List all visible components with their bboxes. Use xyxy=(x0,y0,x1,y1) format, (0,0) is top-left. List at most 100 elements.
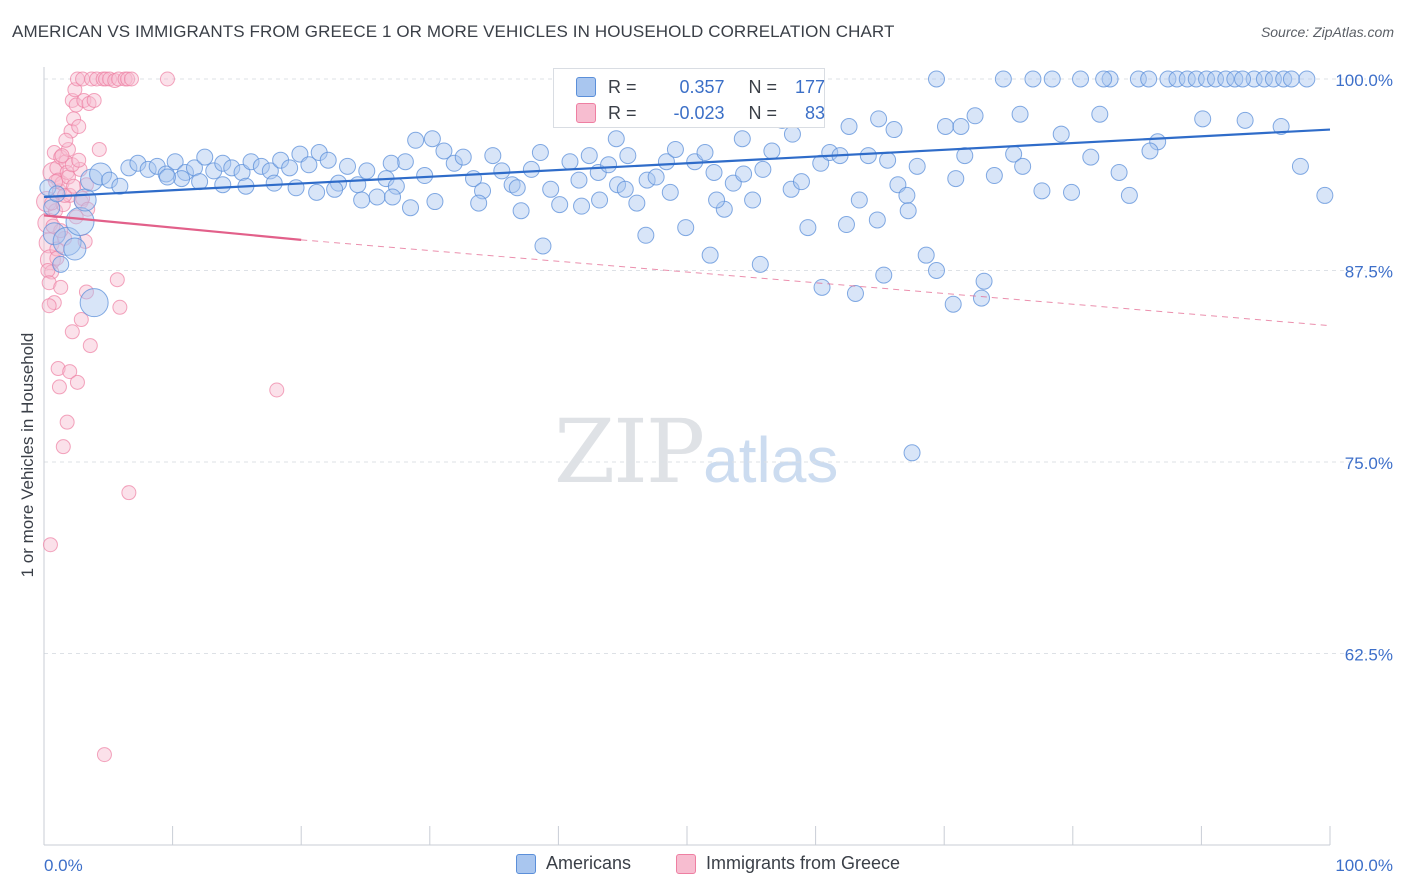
point-greece-62 xyxy=(96,747,112,763)
point-americans-180 xyxy=(382,154,400,172)
point-americans-148 xyxy=(944,295,962,313)
legend: Americans Immigrants from Greece xyxy=(0,850,1406,880)
point-americans-116 xyxy=(1101,70,1119,88)
point-americans-66 xyxy=(619,147,637,165)
point-americans-120 xyxy=(1140,70,1158,88)
point-americans-151 xyxy=(837,216,855,234)
point-americans-98 xyxy=(927,70,945,88)
point-americans-95 xyxy=(898,186,916,204)
point-americans-6 xyxy=(63,237,87,261)
stats-swatch-americans xyxy=(576,77,596,97)
point-americans-69 xyxy=(647,168,665,186)
point-greece-43 xyxy=(120,71,136,87)
point-americans-44 xyxy=(407,131,425,149)
point-americans-59 xyxy=(551,196,569,214)
point-greece-54 xyxy=(78,284,94,300)
point-americans-171 xyxy=(158,168,176,186)
stats-box: R = 0.357 N = 177 R = -0.023 N = 83 xyxy=(553,68,825,128)
point-americans-90 xyxy=(850,191,868,209)
point-americans-123 xyxy=(1168,70,1186,88)
point-americans-43 xyxy=(396,153,414,171)
point-greece-66 xyxy=(53,223,69,239)
legend-item-americans[interactable]: Americans xyxy=(516,853,631,874)
point-americans-112 xyxy=(1063,183,1081,201)
point-americans-2 xyxy=(42,222,66,246)
point-americans-165 xyxy=(287,179,305,197)
point-greece-52 xyxy=(69,374,85,390)
point-greece-51 xyxy=(64,324,80,340)
point-americans-64 xyxy=(600,156,618,174)
point-greece-36 xyxy=(91,141,107,157)
y-tick-label-3: 62.5% xyxy=(1345,646,1393,665)
point-americans-56 xyxy=(522,160,540,178)
point-americans-75 xyxy=(705,163,723,181)
point-americans-92 xyxy=(870,110,888,128)
point-americans-147 xyxy=(927,262,945,279)
legend-item-greece[interactable]: Immigrants from Greece xyxy=(676,853,900,874)
point-americans-158 xyxy=(508,179,526,197)
legend-label-greece: Immigrants from Greece xyxy=(706,853,901,873)
point-americans-62 xyxy=(580,147,598,165)
point-americans-7 xyxy=(65,206,95,236)
point-americans-31 xyxy=(281,159,299,177)
point-americans-115 xyxy=(1091,105,1109,123)
trendline-greece-dashed xyxy=(301,239,1331,327)
point-americans-108 xyxy=(1024,70,1042,88)
point-americans-125 xyxy=(1187,70,1205,88)
point-greece-59 xyxy=(159,71,175,87)
point-americans-48 xyxy=(445,154,463,172)
point-americans-117 xyxy=(1110,163,1128,181)
point-americans-132 xyxy=(1255,70,1273,88)
point-americans-16 xyxy=(139,160,157,178)
legend-swatch-americans xyxy=(516,853,536,874)
point-greece-44 xyxy=(123,71,139,87)
point-americans-157 xyxy=(573,197,591,215)
point-americans-68 xyxy=(638,171,656,189)
point-americans-137 xyxy=(1298,70,1316,88)
point-greece-23 xyxy=(68,97,84,113)
point-americans-160 xyxy=(402,199,420,217)
point-americans-128 xyxy=(1217,70,1235,88)
point-greece-81 xyxy=(53,279,69,295)
trendline-greece-solid xyxy=(43,214,302,241)
point-americans-118 xyxy=(1120,186,1138,204)
point-americans-131 xyxy=(1245,70,1263,88)
point-americans-122 xyxy=(1159,70,1177,88)
point-americans-144 xyxy=(846,284,864,302)
point-americans-156 xyxy=(591,191,609,209)
point-greece-55 xyxy=(82,338,98,354)
point-greece-53 xyxy=(73,312,89,328)
point-americans-91 xyxy=(859,147,877,165)
point-americans-24 xyxy=(214,154,232,172)
point-americans-181 xyxy=(607,130,625,148)
point-americans-110 xyxy=(1043,70,1061,88)
point-americans-38 xyxy=(349,176,367,194)
point-americans-138 xyxy=(1316,186,1334,204)
point-americans-142 xyxy=(751,255,769,273)
point-greece-50 xyxy=(62,364,78,380)
point-americans-70 xyxy=(657,153,675,171)
point-americans-150 xyxy=(899,202,917,220)
point-americans-57 xyxy=(531,144,549,162)
point-americans-149 xyxy=(972,289,990,307)
point-greece-25 xyxy=(71,118,87,134)
stats-n-value-greece: 83 xyxy=(805,102,826,123)
point-americans-55 xyxy=(512,202,530,220)
point-americans-8 xyxy=(73,188,97,212)
point-greece-76 xyxy=(71,152,87,168)
point-greece-75 xyxy=(66,178,82,194)
point-americans-133 xyxy=(1264,70,1282,88)
stats-r-label: R = xyxy=(608,76,637,97)
point-americans-103 xyxy=(975,272,993,290)
point-americans-60 xyxy=(561,153,579,171)
point-americans-11 xyxy=(89,162,113,186)
stats-r-value-greece: -0.023 xyxy=(673,102,725,123)
point-americans-136 xyxy=(1291,157,1309,175)
point-greece-48 xyxy=(55,439,71,455)
point-americans-25 xyxy=(223,159,241,177)
point-americans-53 xyxy=(493,162,511,180)
point-americans-140 xyxy=(637,226,655,244)
point-americans-178 xyxy=(1234,70,1252,88)
point-americans-71 xyxy=(666,140,684,158)
